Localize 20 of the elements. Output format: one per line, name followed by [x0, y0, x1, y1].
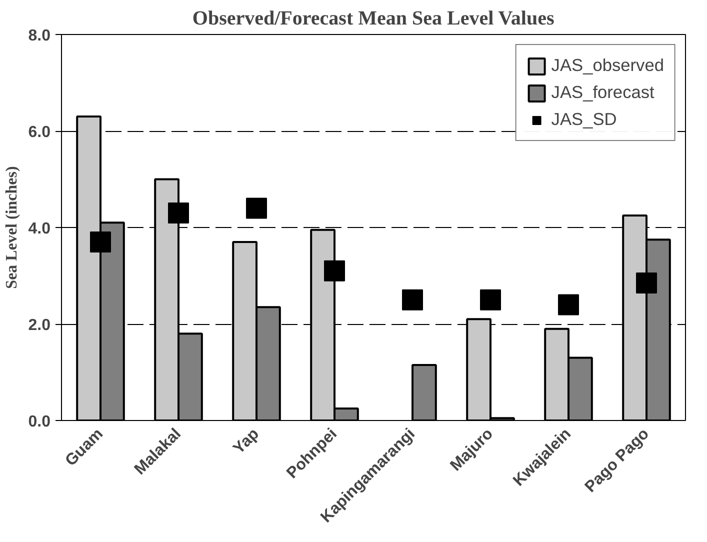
point	[480, 289, 501, 310]
point	[90, 231, 111, 252]
y-axis-title: Sea Level (inches)	[3, 166, 20, 289]
point	[636, 272, 657, 294]
point	[168, 202, 189, 224]
y-tick-label: 6.0	[28, 124, 51, 141]
chart-title: Observed/Forecast Mean Sea Level Values	[192, 8, 554, 30]
legend-label: JAS_forecast	[551, 82, 654, 103]
point	[402, 289, 423, 310]
point	[246, 198, 267, 219]
point	[558, 294, 579, 316]
point	[324, 260, 345, 282]
y-tick-label: 2.0	[28, 317, 51, 334]
y-tick-label: 0.0	[28, 414, 51, 430]
legend-label: JAS_observed	[551, 55, 664, 76]
y-tick-label: 8.0	[28, 28, 51, 44]
bar	[412, 364, 437, 420]
legend-label: JAS_SD	[551, 109, 617, 130]
x-tick-label: Yap	[230, 425, 263, 458]
y-tick-label: 4.0	[28, 220, 51, 238]
